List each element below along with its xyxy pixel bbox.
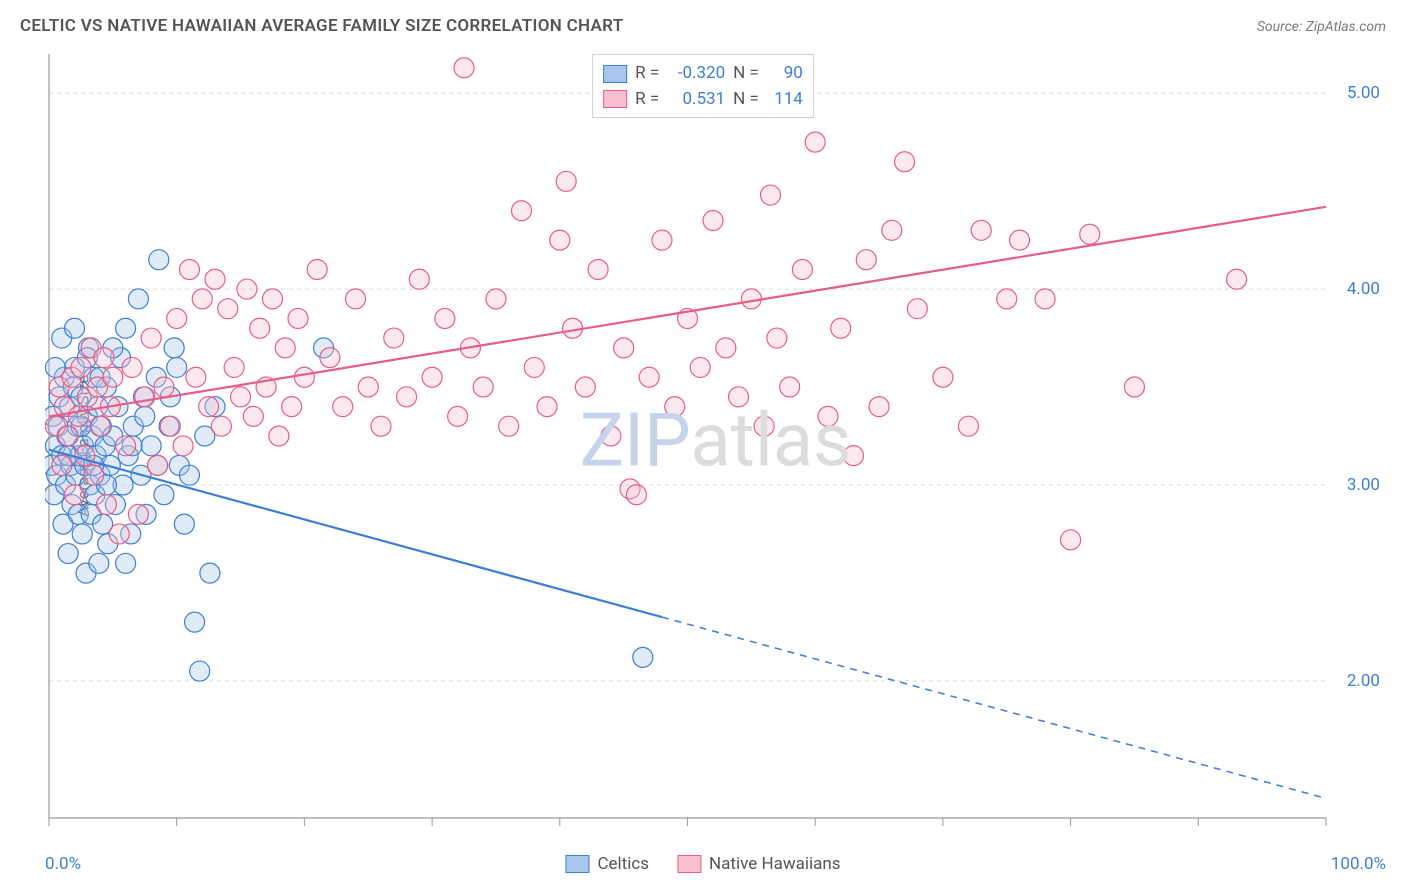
r-label-0: R = <box>635 61 659 87</box>
plot-area: 2.003.004.005.00 ZIPatlas <box>45 50 1386 832</box>
legend-label-0: Celtics <box>597 854 649 874</box>
r-label-1: R = <box>635 87 659 113</box>
legend-item-1: Native Hawaiians <box>677 854 841 874</box>
legend-swatch-hawaiians-icon <box>677 855 701 873</box>
legend-label-1: Native Hawaiians <box>709 854 841 874</box>
x-min-label: 0.0% <box>45 854 81 874</box>
scatter-svg: 2.00 3.00 4.00 5.00 <box>45 50 1386 832</box>
source-name: ZipAtlas.com <box>1306 19 1386 35</box>
r-value-1: 0.531 <box>667 87 725 113</box>
header-row: CELTIC VS NATIVE HAWAIIAN AVERAGE FAMILY… <box>20 16 1386 36</box>
stats-row-1: R = 0.531 N = 114 <box>603 87 803 113</box>
series-legend: Celtics Native Hawaiians <box>565 854 840 874</box>
legend-item-0: Celtics <box>565 854 649 874</box>
chart-frame: CELTIC VS NATIVE HAWAIIAN AVERAGE FAMILY… <box>0 0 1406 892</box>
n-label-0: N = <box>733 61 759 87</box>
n-value-0: 90 <box>767 61 803 87</box>
source-prefix: Source: <box>1257 19 1306 35</box>
swatch-hawaiians-icon <box>603 90 627 108</box>
x-max-label: 100.0% <box>1331 854 1386 874</box>
svg-text:2.00: 2.00 <box>1347 671 1380 691</box>
stats-legend: R = -0.320 N = 90 R = 0.531 N = 114 <box>592 54 814 118</box>
n-label-1: N = <box>733 87 759 113</box>
stats-row-0: R = -0.320 N = 90 <box>603 61 803 87</box>
source-label: Source: ZipAtlas.com <box>1257 19 1386 35</box>
r-value-0: -0.320 <box>667 61 725 87</box>
n-value-1: 114 <box>767 87 803 113</box>
svg-text:3.00: 3.00 <box>1347 475 1380 495</box>
swatch-celtics-icon <box>603 65 627 83</box>
svg-text:5.00: 5.00 <box>1347 83 1380 103</box>
chart-title: CELTIC VS NATIVE HAWAIIAN AVERAGE FAMILY… <box>20 16 623 36</box>
svg-text:4.00: 4.00 <box>1347 279 1380 299</box>
legend-swatch-celtics-icon <box>565 855 589 873</box>
